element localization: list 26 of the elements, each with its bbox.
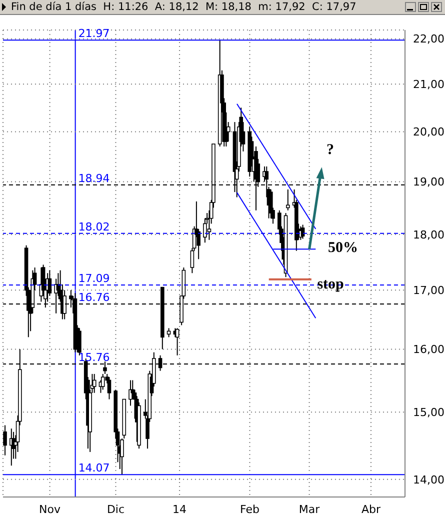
y-tick-label: 21,00 [413,78,444,92]
ref-line-label: 17.09 [78,272,110,286]
annotation: stop [317,276,344,292]
y-tick-label: 18,00 [413,228,444,242]
x-tick-label: Nov [39,502,62,516]
x-tick-label: Mar [298,502,320,516]
y-tick-label: 19,00 [413,176,444,189]
annotation: 50% [328,240,358,256]
ref-line-label: 18.02 [78,220,110,234]
ref-line-label: 15.76 [78,350,110,364]
chart-title: Fin de día 1 días H: 11:26 A: 18,12 M: 18,18 m: 17,92 C: 17,97 [11,0,356,14]
y-tick-label: 17,00 [413,284,444,298]
y-tick-label: 14,00 [413,473,444,486]
x-tick-label: 14 [172,502,187,516]
ref-line-label: 16.76 [78,291,110,304]
y-tick-label: 15,00 [413,406,444,420]
x-tick-label: Dic [106,502,125,516]
y-tick-label: 22,00 [413,32,444,46]
ref-line-label: 21.97 [78,27,110,40]
x-tick-label: Feb [240,502,260,516]
annotation: ? [326,142,334,158]
y-tick-label: 20,00 [413,126,444,139]
x-tick-label: Abr [361,502,381,516]
ref-line-label: 18.94 [78,172,110,185]
y-tick-label: 16,00 [413,343,444,356]
ref-line-label: 14.07 [78,462,110,475]
